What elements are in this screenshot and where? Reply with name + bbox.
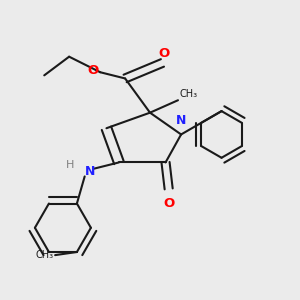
Text: CH₃: CH₃ [35,250,54,260]
Text: N: N [176,114,186,127]
Text: N: N [85,165,95,178]
Text: O: O [158,47,169,60]
Text: H: H [65,160,74,170]
Text: O: O [87,64,99,77]
Text: O: O [163,197,174,210]
Text: CH₃: CH₃ [180,89,198,99]
